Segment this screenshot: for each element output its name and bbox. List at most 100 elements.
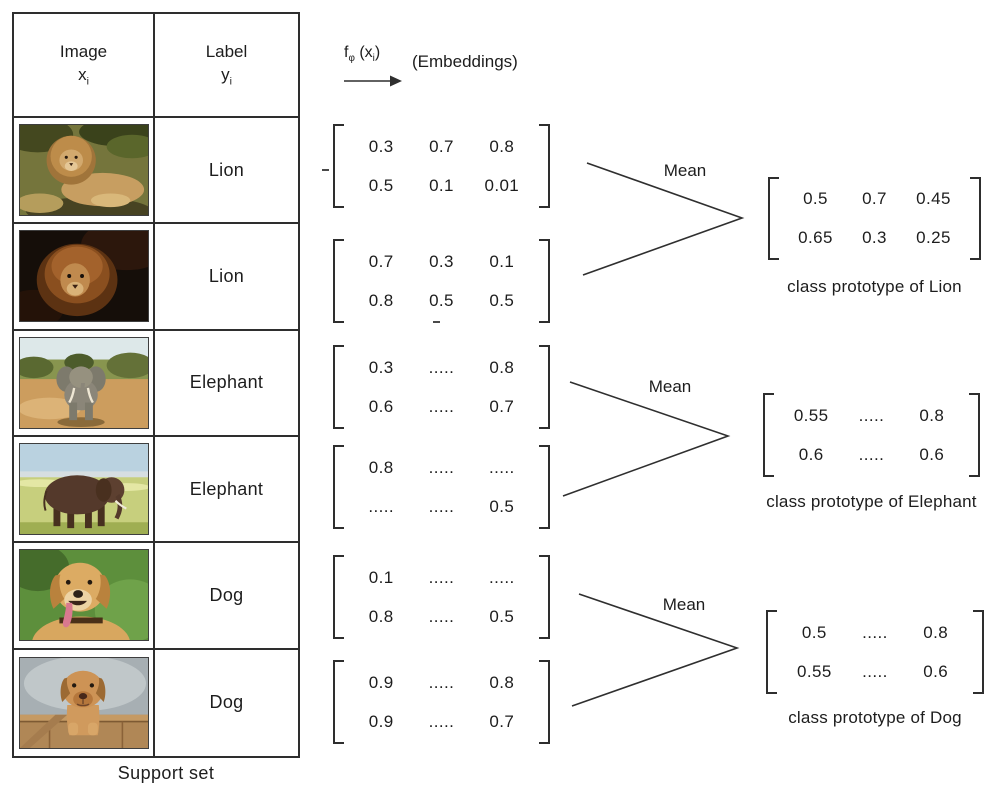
label-cell: Dog (155, 543, 298, 650)
matrix-value: 0.9 (368, 711, 394, 731)
matrix-value: 0.3 (368, 357, 394, 377)
matrix-value: ..... (862, 622, 888, 642)
matrix-value: 0.5 (803, 189, 828, 209)
elephant-side-photo (18, 443, 149, 536)
matrix-value: 0.6 (798, 444, 824, 464)
labrador-photo (18, 549, 149, 642)
label-cell: Lion (155, 224, 298, 331)
matrix-value: 0.8 (368, 457, 394, 477)
matrix-value: 0.8 (489, 136, 515, 156)
matrix-value: 0.1 (429, 175, 454, 195)
matrix-value: 0.8 (368, 290, 394, 310)
embedding-matrix-dog-2: 0.9 ..... 0.8 0.9 ..... 0.7 (333, 660, 550, 744)
matrix-value: 0.8 (923, 622, 949, 642)
row-label: Lion (208, 159, 245, 180)
image-cell (14, 543, 155, 650)
matrix-value: 0.5 (489, 496, 515, 516)
matrix-value: ..... (858, 405, 885, 425)
matrix-value: 0.6 (368, 396, 394, 416)
embedding-matrix-dog-1: 0.1 ..... ..... 0.8 ..... 0.5 (333, 555, 550, 639)
lion-face-photo (18, 230, 149, 323)
matrix-value: ..... (428, 496, 455, 516)
matrix-value: 0.6 (919, 444, 945, 464)
matrix-value: ..... (862, 661, 888, 681)
matrix-value: 0.9 (368, 672, 394, 692)
matrix-value: 0.7 (489, 711, 515, 731)
stray-mark-1 (322, 169, 329, 171)
matrix-value: 0.1 (489, 251, 515, 271)
matrix-value: 0.55 (793, 405, 829, 425)
image-column-var: xi (78, 65, 89, 88)
mean-label-elephant: Mean (648, 377, 692, 396)
matrix-value: ..... (428, 396, 455, 416)
embeddings-title: (Embeddings) (412, 52, 518, 71)
matrix-value: 0.6 (923, 661, 949, 681)
matrix-value: 0.7 (862, 189, 887, 209)
embedding-matrix-elephant-1: 0.3 ..... 0.8 0.6 ..... 0.7 (333, 345, 550, 429)
matrix-value: ..... (858, 444, 885, 464)
matrix-value: 0.01 (484, 175, 520, 195)
label-column-var: yi (221, 65, 232, 88)
matrix-value: ..... (428, 357, 455, 377)
embedding-arrow-head (390, 75, 402, 87)
prototype-caption-lion: class prototype of Lion (787, 277, 962, 296)
matrix-value: ..... (428, 711, 455, 731)
row-label: Elephant (189, 372, 264, 393)
label-cell: Dog (155, 650, 298, 756)
puppy-crate-photo (18, 656, 149, 749)
prototype-matrix-elephant: 0.55 ..... 0.8 0.6 ..... 0.6 (763, 393, 980, 477)
mean-label-dog: Mean (662, 595, 706, 614)
label-cell: Elephant (155, 437, 298, 544)
row-label: Lion (208, 265, 245, 286)
label-cell: Lion (155, 118, 298, 225)
matrix-value: 0.3 (368, 136, 394, 156)
lion-resting-photo (18, 124, 149, 217)
matrix-value: 0.45 (916, 189, 951, 209)
matrix-value: ..... (368, 496, 394, 516)
elephant-front-photo (18, 336, 149, 429)
matrix-value: 0.1 (368, 567, 394, 587)
mean-chevron-elephant (562, 381, 731, 497)
matrix-value: 0.7 (368, 251, 394, 271)
embedding-matrix-elephant-2: 0.8 ..... ..... ..... ..... 0.5 (333, 445, 550, 529)
row-label: Dog (209, 692, 244, 713)
matrix-value: 0.7 (429, 136, 454, 156)
prototype-matrix-dog: 0.5 ..... 0.8 0.55 ..... 0.6 (766, 610, 984, 694)
support-set-table: Image xi Label yi (12, 12, 300, 758)
mean-chevron-lion (582, 162, 745, 276)
matrix-value: 0.7 (489, 396, 515, 416)
matrix-value: 0.8 (919, 405, 945, 425)
matrix-value: 0.65 (798, 227, 833, 247)
matrix-value: 0.5 (801, 622, 827, 642)
matrix-value: 0.5 (489, 290, 515, 310)
matrix-value: 0.8 (368, 606, 394, 626)
image-cell (14, 224, 155, 331)
prototype-caption-dog: class prototype of Dog (788, 708, 962, 727)
image-column-title: Image (59, 42, 108, 62)
embedding-function-label: fφ (xi) (344, 44, 381, 65)
image-cell (14, 437, 155, 544)
matrix-value: ..... (428, 606, 455, 626)
prototype-caption-elephant: class prototype of Elephant (766, 492, 977, 511)
image-cell (14, 118, 155, 225)
row-label: Dog (209, 584, 244, 605)
matrix-value: ..... (428, 567, 455, 587)
matrix-value: 0.5 (429, 290, 454, 310)
label-column-header: Label yi (155, 14, 298, 118)
matrix-value: 0.8 (489, 357, 515, 377)
prototype-matrix-lion: 0.5 0.7 0.45 0.65 0.3 0.25 (768, 177, 981, 260)
matrix-value: 0.5 (368, 175, 394, 195)
matrix-value: 0.5 (489, 606, 515, 626)
matrix-value: ..... (428, 457, 455, 477)
matrix-value: 0.55 (796, 661, 832, 681)
label-column-title: Label (205, 42, 248, 62)
mean-label-lion: Mean (663, 161, 707, 180)
matrix-value: 0.25 (916, 227, 951, 247)
image-cell (14, 649, 155, 756)
support-set-caption: Support set (117, 763, 215, 783)
stray-mark-2 (433, 321, 440, 323)
matrix-value: 0.8 (489, 672, 515, 692)
label-cell: Elephant (155, 331, 298, 437)
image-column-header: Image xi (14, 14, 155, 118)
